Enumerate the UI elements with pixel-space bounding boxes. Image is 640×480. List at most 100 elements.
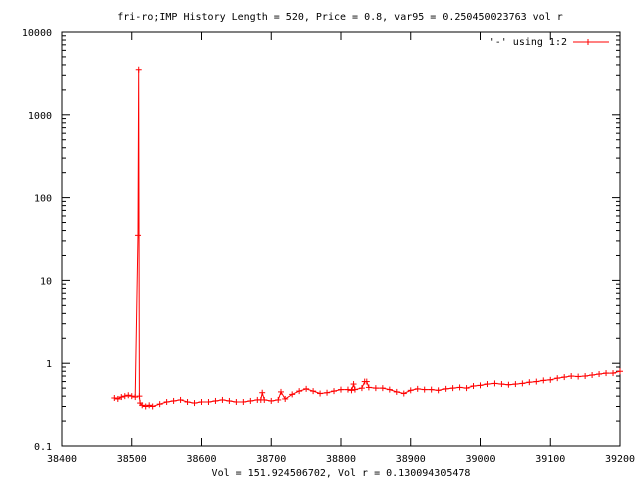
data-point: [603, 370, 610, 377]
y-tick-label-2: 10: [40, 276, 52, 287]
x-tick-label-4: 38800: [326, 454, 356, 465]
data-point: [568, 373, 575, 380]
y-tick-label-5: 10000: [22, 28, 52, 39]
data-point: [114, 395, 121, 402]
legend-label: '-' using 1:2: [489, 37, 567, 48]
data-point: [149, 403, 156, 410]
x-tick-label-2: 38600: [186, 454, 216, 465]
data-point: [118, 394, 125, 401]
data-point: [331, 388, 338, 395]
data-point: [212, 397, 219, 404]
data-point: [226, 397, 233, 404]
series-line-0: [114, 69, 621, 408]
data-point: [540, 377, 547, 384]
y-tick-label-0: 0.1: [34, 442, 52, 453]
data-point: [533, 378, 540, 385]
x-tick-label-7: 39100: [535, 454, 565, 465]
data-point: [554, 375, 561, 382]
legend: '-' using 1:2: [489, 37, 609, 48]
data-point: [547, 376, 554, 383]
data-point: [233, 398, 240, 405]
data-point: [363, 378, 370, 385]
x-tick-label-1: 38500: [117, 454, 147, 465]
data-point: [146, 402, 153, 409]
data-point: [351, 386, 358, 393]
data-point: [575, 373, 582, 380]
data-point: [519, 380, 526, 387]
data-point: [350, 381, 357, 388]
data-point: [582, 373, 589, 380]
data-point: [449, 385, 456, 392]
data-point: [261, 396, 268, 403]
data-point: [142, 403, 149, 410]
data-point: [561, 374, 568, 381]
data-point: [386, 386, 393, 393]
data-point: [170, 397, 177, 404]
data-point: [365, 384, 372, 391]
y-tick-label-3: 100: [34, 194, 52, 205]
data-point: [456, 384, 463, 391]
chart-title: fri-ro;IMP History Length = 520, Price =…: [117, 12, 563, 23]
data-point: [421, 386, 428, 393]
data-point: [596, 371, 603, 378]
data-point: [348, 387, 355, 394]
series-layer: [111, 66, 623, 410]
data-point: [344, 386, 351, 393]
data-point: [268, 397, 275, 404]
y-tick-label-4: 1000: [28, 111, 52, 122]
data-point: [610, 370, 617, 377]
data-point: [128, 393, 135, 400]
data-point: [111, 394, 118, 401]
data-point: [139, 402, 146, 409]
data-point: [317, 390, 324, 397]
data-point: [156, 401, 163, 408]
x-tick-label-6: 39000: [465, 454, 495, 465]
data-point: [289, 391, 296, 398]
x-tick-label-3: 38700: [256, 454, 286, 465]
data-point: [379, 385, 386, 392]
data-point: [393, 388, 400, 395]
data-point: [338, 386, 344, 393]
data-point: [414, 385, 421, 392]
x-tick-label-5: 38900: [396, 454, 426, 465]
data-point: [442, 385, 449, 392]
data-point: [372, 385, 379, 392]
data-point: [324, 389, 331, 396]
data-point: [191, 400, 198, 407]
data-point: [303, 385, 310, 392]
data-point: [358, 385, 365, 392]
data-point: [240, 398, 247, 405]
data-point: [184, 398, 191, 405]
data-point: [526, 379, 533, 386]
data-point: [498, 381, 505, 388]
y-tick-label-1: 1: [46, 359, 52, 370]
x-axis: 38400 38500 38600 38700 38800 38900 39000 39100…: [47, 32, 635, 465]
data-point: [491, 380, 498, 387]
data-point: [512, 381, 519, 388]
data-point: [136, 393, 143, 400]
data-point: [505, 381, 512, 388]
x-tick-label-0: 38400: [47, 454, 77, 465]
data-point: [219, 396, 226, 403]
data-point: [477, 382, 484, 389]
data-point: [259, 389, 266, 396]
data-point: [296, 388, 303, 395]
data-point: [125, 392, 132, 399]
data-point: [484, 381, 491, 388]
data-point: [463, 385, 470, 392]
data-point: [617, 368, 623, 375]
data-point: [278, 388, 285, 395]
data-point: [282, 395, 289, 402]
y-axis: 0.1 1 10 100 1000 10000: [22, 28, 620, 453]
data-point: [205, 398, 212, 405]
data-point: [135, 232, 142, 239]
data-point: [198, 398, 205, 405]
x-axis-label: Vol = 151.924506702, Vol r = 0.130094305…: [212, 468, 471, 479]
data-point: [407, 387, 414, 394]
data-point: [177, 396, 184, 403]
data-point: [135, 66, 142, 73]
data-point: [121, 393, 128, 400]
data-point: [275, 396, 282, 403]
x-tick-label-8: 39200: [605, 454, 635, 465]
